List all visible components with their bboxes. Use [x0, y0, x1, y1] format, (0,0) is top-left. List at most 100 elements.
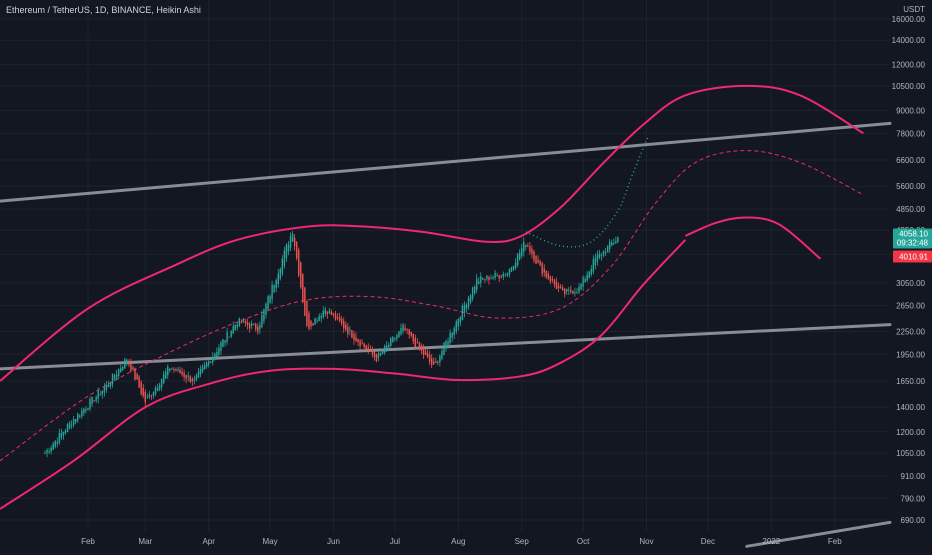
candle-body — [388, 344, 390, 348]
lower-band-curve — [0, 239, 687, 510]
candle-body — [250, 323, 253, 326]
candle-body — [179, 369, 181, 374]
candle-body — [191, 378, 194, 382]
candle-body — [236, 324, 239, 328]
candle-body — [367, 347, 369, 351]
candle-body — [122, 366, 124, 371]
candle-body — [300, 262, 302, 288]
y-tick-label: 3050.00 — [896, 279, 925, 288]
candle-body — [316, 320, 318, 322]
candle-body — [132, 367, 134, 370]
x-tick-label: Dec — [701, 537, 715, 546]
candle-body — [99, 394, 101, 396]
candle-body — [514, 262, 517, 268]
candle-body — [371, 349, 374, 355]
candle-body — [473, 286, 476, 294]
candle-body — [453, 328, 455, 336]
candle-body — [142, 387, 144, 396]
candle-body — [293, 237, 296, 246]
y-tick-label: 1400.00 — [896, 403, 925, 412]
candle-body — [563, 288, 566, 295]
y-tick-label: 690.00 — [901, 516, 926, 525]
y-tick-label: 2250.00 — [896, 328, 925, 337]
candle-body — [424, 351, 427, 355]
candle-body — [537, 259, 539, 263]
candle-body — [615, 241, 617, 244]
candle-body — [504, 275, 507, 277]
last-price-tag — [893, 228, 932, 249]
candle-body — [465, 304, 468, 309]
candle-body — [259, 325, 261, 330]
candle-body — [77, 413, 79, 421]
candle-body — [390, 338, 392, 347]
candle-body — [193, 378, 196, 381]
candle-body — [97, 390, 99, 399]
candle-body — [148, 394, 151, 397]
candle-body — [60, 432, 63, 438]
candle-body — [328, 310, 331, 314]
candle-body — [404, 327, 406, 331]
candle-body — [144, 391, 146, 403]
candle-body — [220, 342, 222, 351]
candle-body — [492, 277, 494, 279]
candle-body — [173, 369, 175, 371]
candle-body — [312, 323, 314, 326]
candle-body — [566, 288, 568, 292]
candle-body — [613, 242, 615, 245]
candle-body — [500, 276, 502, 278]
candle-body — [295, 241, 298, 259]
x-tick-label: Apr — [202, 537, 215, 546]
candle-body — [334, 313, 337, 320]
candle-body — [604, 252, 607, 254]
candle-body — [402, 324, 404, 332]
upper-band-curve — [0, 84, 864, 382]
candle-body — [285, 244, 288, 259]
candle-body — [486, 275, 488, 280]
candle-body — [54, 440, 56, 447]
candle-body — [555, 282, 558, 289]
candle-body — [437, 362, 439, 364]
candle-body — [545, 270, 547, 277]
candle-body — [412, 333, 415, 342]
candle-body — [385, 345, 388, 350]
symbol-title: Ethereum / TetherUS, 1D, BINANCE, Heikin… — [6, 5, 201, 15]
candle-body — [52, 443, 54, 450]
candle-body — [445, 341, 447, 349]
candle-body — [441, 350, 443, 359]
candle-body — [185, 375, 187, 379]
candle-body — [594, 257, 597, 266]
candle-body — [275, 279, 277, 289]
currency-label: USDT — [903, 5, 925, 14]
countdown-label: 09:32:48 — [897, 239, 929, 248]
candle-body — [252, 323, 255, 325]
candle-body — [46, 450, 48, 454]
x-tick-label: May — [263, 537, 278, 546]
candle-body — [383, 345, 386, 353]
candle-body — [422, 347, 425, 355]
candle-body — [128, 361, 130, 365]
candle-body — [553, 279, 556, 285]
candle-body — [608, 241, 611, 250]
mid-band-dashed-curve — [0, 150, 864, 462]
candle-body — [439, 355, 441, 363]
candle-body — [58, 433, 61, 443]
candle-body — [494, 272, 496, 278]
candle-body — [248, 323, 251, 329]
x-tick-label: Feb — [828, 537, 842, 546]
candle-body — [214, 353, 216, 360]
candle-body — [523, 242, 525, 253]
candle-body — [105, 384, 108, 391]
candle-body — [124, 359, 126, 369]
candle-body — [297, 249, 300, 276]
bottom-channel-line — [745, 520, 892, 548]
candle-body — [418, 342, 421, 349]
y-tick-label: 910.00 — [901, 472, 926, 481]
candle-body — [463, 305, 466, 313]
candle-body — [373, 351, 376, 358]
candle-body — [175, 369, 177, 372]
candle-body — [189, 376, 191, 382]
x-tick-label: Jul — [390, 537, 400, 546]
y-tick-label: 1650.00 — [896, 377, 925, 386]
candle-body — [459, 317, 462, 323]
